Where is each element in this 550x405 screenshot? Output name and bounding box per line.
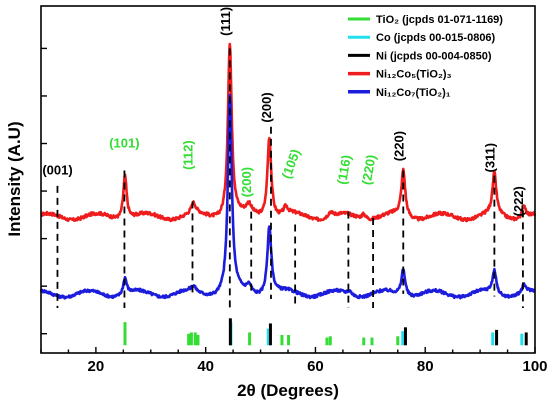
peak-guides [56,48,524,309]
legend-label-tio2: TiO₂ (jcpds 01-071-1169) [376,14,503,26]
x-tick-label: 100 [522,358,547,375]
series-lines [39,42,537,300]
peak-label: (311) [482,143,497,173]
series-line-ni12co7 [39,93,536,300]
peak-label: (101) [109,135,139,150]
x-tick-label: 80 [417,358,434,375]
peak-label: (111) [218,7,233,36]
peak-label: (116) [334,154,354,186]
legend: TiO₂ (jcpds 01-071-1169) Co (jcpds 00-015… [348,14,503,99]
legend-label-ni12co7: Ni₁₂Co₇(TiO₂)₁ [376,87,451,99]
series-line-ni12co5 [40,42,537,223]
peak-label: (001) [42,162,72,177]
reference-bars [123,318,528,346]
peak-label: (222) [511,186,526,216]
x-axis-title: 2θ (Degrees) [237,381,339,400]
legend-label-ni: Ni (jcpds 00-004-0850) [376,50,492,62]
peak-label: (200) [239,167,254,197]
peak-label: (200) [259,92,274,122]
x-tick-label: 20 [88,358,105,375]
legend-label-ni12co5: Ni₁₂Co₅(TiO₂)₃ [376,69,452,81]
y-axis-title: Intensity (A.U) [5,121,24,236]
peak-label: (220) [359,153,379,186]
legend-label-co: Co (jcpds 00-015-0806) [376,32,496,44]
axes: 20 40 60 80 100 [40,47,548,375]
peak-label: (220) [391,131,406,161]
peak-labels: (001)(101) (112)(111)(200)(200)(105) (116)… [42,7,526,217]
x-tick-label: 60 [307,358,324,375]
peak-label: (112) [181,140,196,170]
x-tick-label: 40 [197,358,214,375]
